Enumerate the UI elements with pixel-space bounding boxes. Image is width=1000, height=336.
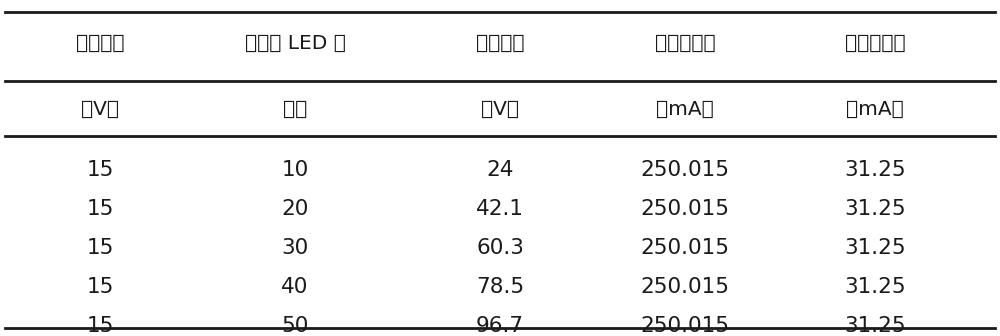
Text: 31.25: 31.25 xyxy=(844,316,906,336)
Text: 输出电压: 输出电压 xyxy=(476,34,524,53)
Text: 31.25: 31.25 xyxy=(844,199,906,219)
Text: 15: 15 xyxy=(86,199,114,219)
Text: 30: 30 xyxy=(281,238,309,258)
Text: 250.015: 250.015 xyxy=(640,199,730,219)
Text: 40: 40 xyxy=(281,277,309,297)
Text: 各支路 LED 灯: 各支路 LED 灯 xyxy=(245,34,345,53)
Text: （mA）: （mA） xyxy=(656,100,714,119)
Text: 31.25: 31.25 xyxy=(844,160,906,180)
Text: 15: 15 xyxy=(86,316,114,336)
Text: 24: 24 xyxy=(486,160,514,180)
Text: 个数: 个数 xyxy=(283,100,307,119)
Text: 10: 10 xyxy=(281,160,309,180)
Text: 各支路电流: 各支路电流 xyxy=(845,34,905,53)
Text: 31.25: 31.25 xyxy=(844,277,906,297)
Text: 250.015: 250.015 xyxy=(640,277,730,297)
Text: 96.7: 96.7 xyxy=(476,316,524,336)
Text: 250.015: 250.015 xyxy=(640,316,730,336)
Text: 15: 15 xyxy=(86,160,114,180)
Text: 250.015: 250.015 xyxy=(640,160,730,180)
Text: 78.5: 78.5 xyxy=(476,277,524,297)
Text: 60.3: 60.3 xyxy=(476,238,524,258)
Text: 输入电压: 输入电压 xyxy=(76,34,124,53)
Text: 20: 20 xyxy=(281,199,309,219)
Text: （V）: （V） xyxy=(81,100,119,119)
Text: 15: 15 xyxy=(86,238,114,258)
Text: （V）: （V） xyxy=(481,100,519,119)
Text: （mA）: （mA） xyxy=(846,100,904,119)
Text: 50: 50 xyxy=(281,316,309,336)
Text: 输出总电流: 输出总电流 xyxy=(655,34,715,53)
Text: 42.1: 42.1 xyxy=(476,199,524,219)
Text: 250.015: 250.015 xyxy=(640,238,730,258)
Text: 31.25: 31.25 xyxy=(844,238,906,258)
Text: 15: 15 xyxy=(86,277,114,297)
